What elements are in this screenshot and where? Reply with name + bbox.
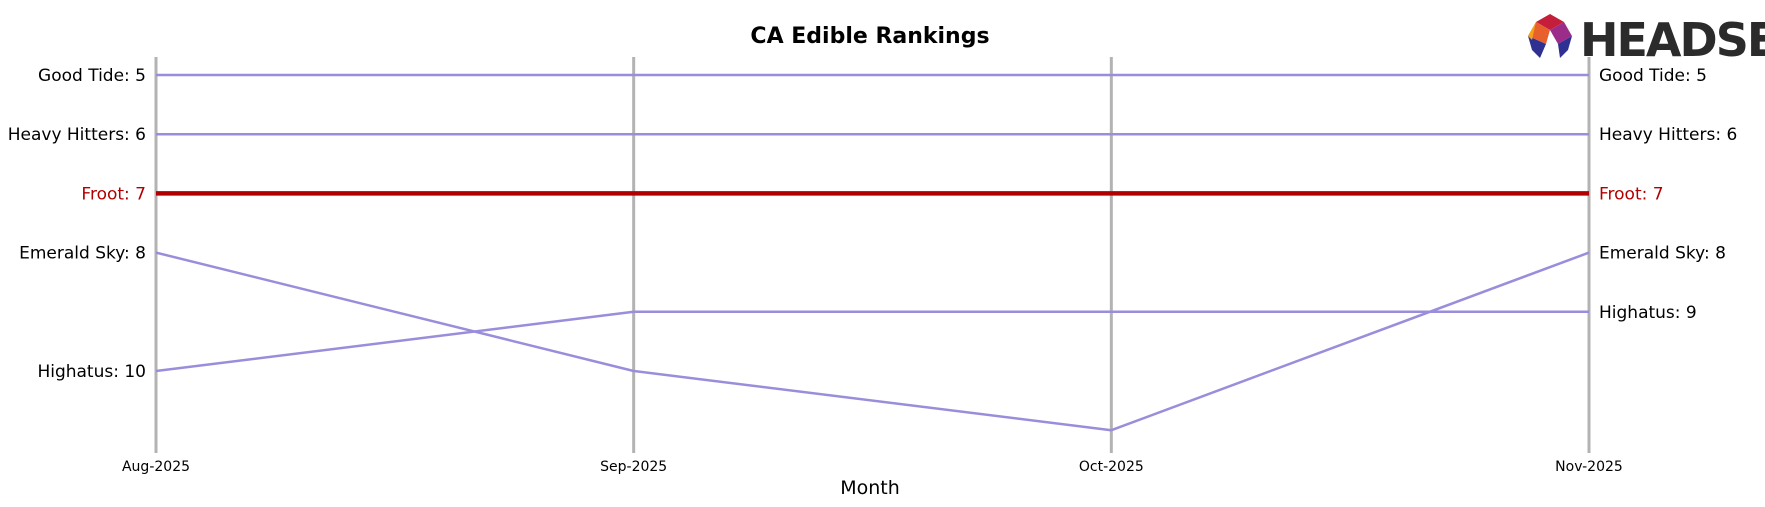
series-line-emerald-sky [155, 251, 1590, 432]
start-label-emerald-sky: Emerald Sky: 8 [19, 244, 146, 264]
headset-logo: HEADSET [1528, 13, 1765, 67]
x-axis-ticks: Aug-2025 Sep-2025 Oct-2025 Nov-2025 [122, 459, 1623, 475]
x-axis-label: Month [840, 477, 900, 499]
headset-logo-text: HEADSET [1580, 13, 1765, 67]
end-label-heavy-hitters: Heavy Hitters: 6 [1599, 125, 1737, 145]
x-tick-Oct-2025: Oct-2025 [1079, 459, 1144, 475]
series-labels: Good Tide: 5 Good Tide: 5 Heavy Hitters: 6… [8, 66, 1738, 382]
x-tick-Nov-2025: Nov-2025 [1555, 459, 1623, 475]
end-label-froot: Froot: 7 [1599, 184, 1664, 204]
series-lines [155, 73, 1590, 432]
gridlines [154, 57, 1591, 453]
x-tick-Aug-2025: Aug-2025 [122, 459, 190, 475]
chart-title: CA Edible Rankings [750, 24, 989, 49]
series-line-highatus [155, 310, 1589, 373]
end-label-emerald-sky: Emerald Sky: 8 [1599, 244, 1726, 264]
start-label-good-tide: Good Tide: 5 [38, 66, 146, 86]
start-label-froot: Froot: 7 [81, 184, 146, 204]
end-label-highatus: Highatus: 9 [1599, 303, 1697, 323]
start-label-highatus: Highatus: 10 [37, 362, 146, 382]
x-tick-Sep-2025: Sep-2025 [600, 459, 667, 475]
end-label-good-tide: Good Tide: 5 [1599, 66, 1707, 86]
headset-logo-mark [1528, 14, 1572, 58]
start-label-heavy-hitters: Heavy Hitters: 6 [8, 125, 146, 145]
